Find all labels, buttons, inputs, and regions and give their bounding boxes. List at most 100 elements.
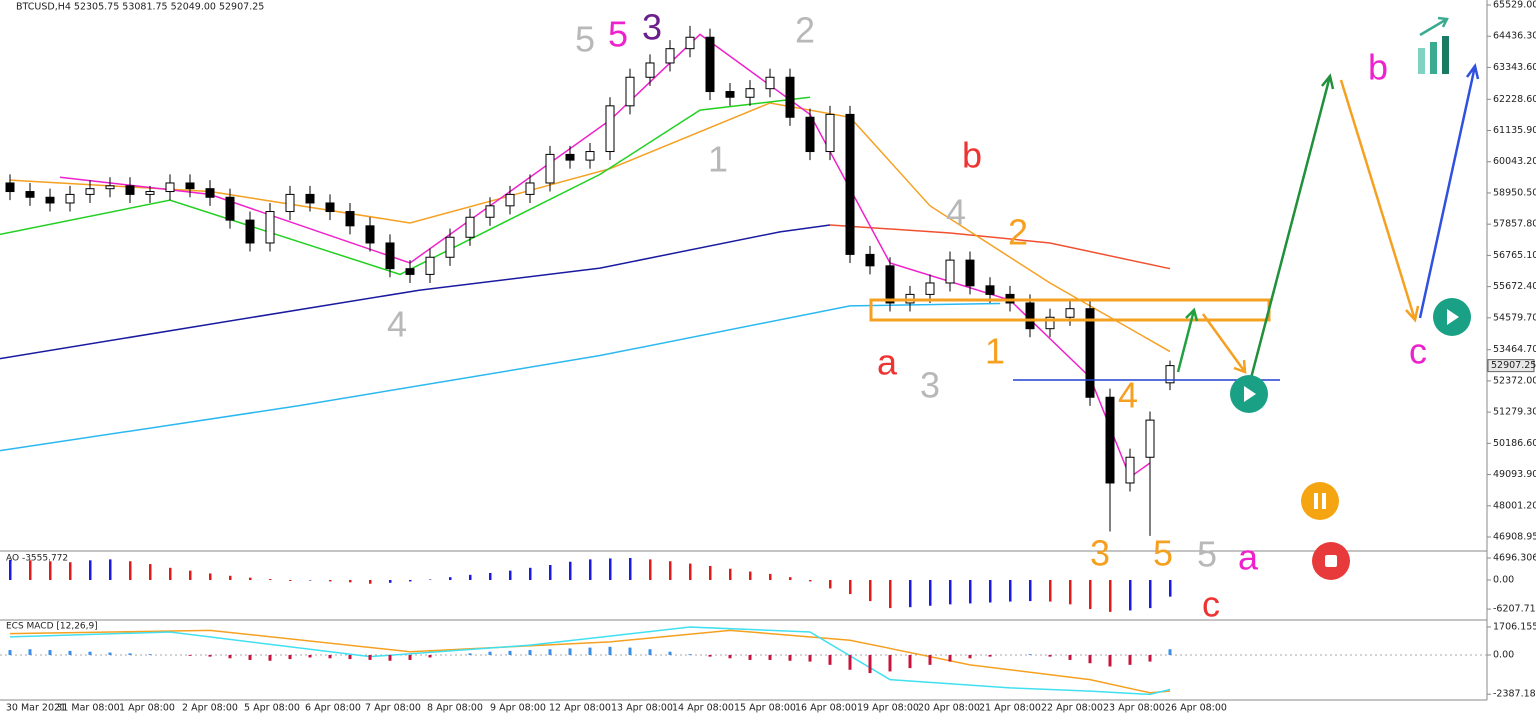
candle-body bbox=[465, 216, 475, 238]
ao-bar bbox=[449, 577, 452, 580]
candle-body bbox=[985, 285, 995, 295]
ao-bar bbox=[269, 579, 272, 580]
x-tick-label: 31 Mar 08:00 bbox=[56, 703, 119, 714]
candle-body bbox=[445, 236, 455, 258]
x-tick-label: 5 Apr 08:00 bbox=[244, 703, 300, 714]
y-tick-label: 64436.30 bbox=[1493, 31, 1536, 42]
ao-bar bbox=[1069, 579, 1072, 605]
macd-bar bbox=[1068, 654, 1072, 660]
ao-bar bbox=[749, 571, 752, 580]
macd-bar bbox=[28, 649, 32, 655]
ao-bar bbox=[109, 559, 112, 580]
price-tag bbox=[1487, 359, 1535, 373]
wave-label: 1 bbox=[708, 139, 728, 180]
macd-bar bbox=[348, 654, 352, 660]
indicator-line bbox=[0, 224, 831, 360]
ao-bar bbox=[29, 560, 32, 580]
candle-body bbox=[525, 182, 535, 195]
macd-bar bbox=[388, 654, 392, 661]
wave-label: b bbox=[1368, 47, 1388, 88]
macd-bar bbox=[688, 654, 692, 655]
candle-body bbox=[825, 113, 835, 153]
candle-body bbox=[585, 151, 595, 161]
wave-label: a bbox=[877, 342, 898, 383]
x-tick-label: 23 Apr 08:00 bbox=[1103, 703, 1165, 714]
ao-bar bbox=[9, 559, 12, 580]
x-tick-label: 6 Apr 08:00 bbox=[305, 703, 361, 714]
candle-body bbox=[1145, 419, 1155, 458]
ao-bar bbox=[1149, 579, 1152, 609]
ao-bar bbox=[509, 570, 512, 580]
candle-body bbox=[305, 193, 315, 204]
candle-body bbox=[285, 193, 295, 213]
y-tick-label: 49093.90 bbox=[1493, 469, 1536, 480]
y-tick-label: 4696.306 bbox=[1493, 552, 1536, 563]
macd-bar bbox=[1128, 654, 1132, 665]
macd-bar bbox=[908, 654, 912, 669]
ao-bar bbox=[149, 564, 152, 580]
candle-body bbox=[245, 219, 255, 244]
x-tick-label: 13 Apr 08:00 bbox=[611, 703, 673, 714]
ao-bar bbox=[89, 560, 92, 580]
ao-bar bbox=[169, 567, 172, 580]
x-tick-label: 1 Apr 08:00 bbox=[119, 703, 175, 714]
macd-bar bbox=[848, 654, 852, 670]
candle-body bbox=[405, 268, 415, 275]
candle-body bbox=[665, 48, 675, 64]
x-tick-label: 19 Apr 08:00 bbox=[857, 703, 919, 714]
price-tag-label: 52907.25 bbox=[1491, 360, 1536, 371]
candle-body bbox=[5, 182, 15, 193]
candle-body bbox=[1065, 308, 1075, 318]
wave-label: 5 bbox=[575, 19, 595, 60]
candle-body bbox=[165, 182, 175, 193]
macd-bar bbox=[148, 654, 152, 655]
macd-bar bbox=[768, 654, 772, 660]
ao-bar bbox=[1089, 579, 1092, 610]
wave-label: 5 bbox=[1153, 533, 1173, 574]
candle-body bbox=[945, 259, 955, 284]
ao-bar bbox=[1009, 579, 1012, 602]
ao-bar bbox=[349, 579, 352, 583]
indicator-line bbox=[0, 96, 811, 276]
macd-bar bbox=[268, 654, 272, 661]
ao-bar bbox=[369, 579, 372, 584]
ao-bar bbox=[329, 579, 332, 582]
x-tick-label: 12 Apr 08:00 bbox=[549, 703, 611, 714]
ao-bar bbox=[989, 579, 992, 603]
x-tick-label: 8 Apr 08:00 bbox=[427, 703, 483, 714]
candle-body bbox=[965, 259, 975, 287]
candle-body bbox=[425, 256, 435, 275]
candle-body bbox=[25, 191, 35, 198]
play-button[interactable] bbox=[1230, 375, 1268, 413]
candle-body bbox=[725, 91, 735, 98]
x-tick-label: 21 Apr 08:00 bbox=[979, 703, 1041, 714]
macd-bar bbox=[68, 650, 72, 655]
candle-body bbox=[865, 253, 875, 267]
candle-body bbox=[145, 191, 155, 195]
macd-bar bbox=[188, 654, 192, 656]
macd-bar bbox=[1148, 654, 1152, 662]
pause-button[interactable] bbox=[1301, 482, 1339, 520]
indicator-line bbox=[9, 102, 1171, 353]
ao-bar bbox=[1029, 579, 1032, 602]
x-tick-label: 16 Apr 08:00 bbox=[795, 703, 857, 714]
candle-body bbox=[365, 225, 375, 244]
macd-bar bbox=[108, 652, 112, 655]
candle-body bbox=[105, 185, 115, 190]
candle-body bbox=[705, 36, 715, 93]
stop-button[interactable] bbox=[1312, 542, 1350, 580]
candle-body bbox=[745, 88, 755, 98]
macd-bar bbox=[628, 647, 632, 655]
play-button[interactable] bbox=[1433, 298, 1471, 336]
candle-body bbox=[785, 76, 795, 118]
y-tick-label: 60043.20 bbox=[1493, 156, 1536, 167]
wave-label: a bbox=[1238, 537, 1259, 578]
ao-bar bbox=[1049, 579, 1052, 602]
y-tick-label: 58950.50 bbox=[1493, 187, 1536, 198]
ao-bar bbox=[589, 559, 592, 580]
candle-body bbox=[185, 182, 195, 190]
x-tick-label: 15 Apr 08:00 bbox=[734, 703, 796, 714]
indicator-line bbox=[9, 629, 1171, 694]
candle-body bbox=[1165, 365, 1175, 384]
